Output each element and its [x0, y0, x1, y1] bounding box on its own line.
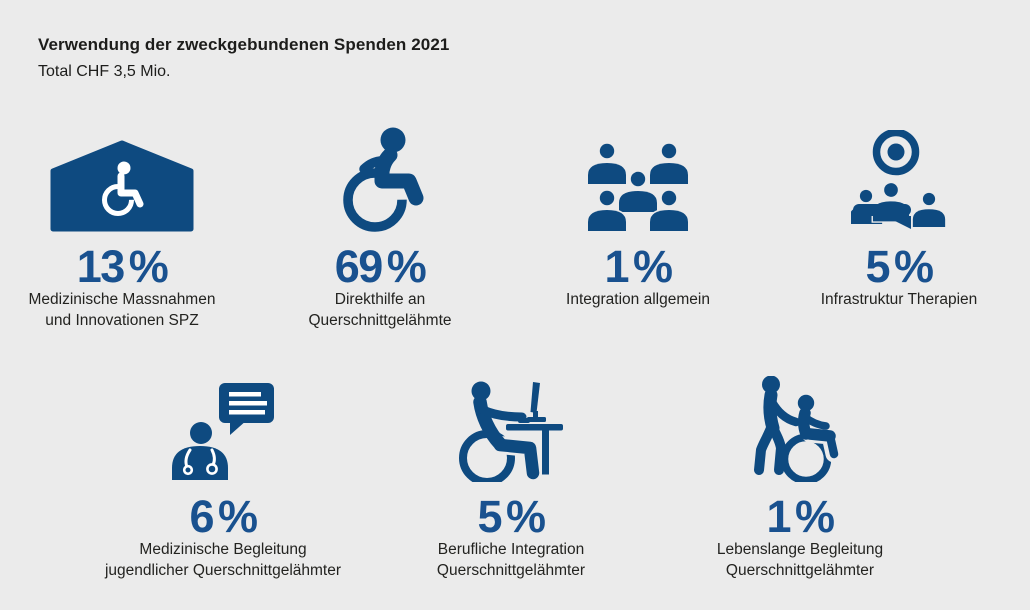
- label-line-1: Direkthilfe an: [334, 291, 426, 308]
- item-lebenslange-begleitung: 1 % Lebenslange Begleitung Querschnittge…: [670, 376, 930, 581]
- item-label: Medizinische Begleitung jugendlicher Que…: [93, 540, 353, 581]
- label-line-2: und Innovationen SPZ: [45, 311, 199, 329]
- item-label: Medizinische Massnahmen und Innovationen…: [0, 290, 252, 331]
- item-label: Lebenslange Begleitung Querschnittgelähm…: [670, 540, 930, 581]
- caregiver-wheelchair-icon: [670, 376, 930, 482]
- item-berufliche-integration: 5 % Berufliche Integration Querschnittge…: [381, 378, 641, 581]
- header: Verwendung der zweckgebundenen Spenden 2…: [38, 35, 449, 81]
- page-title: Verwendung der zweckgebundenen Spenden 2…: [38, 35, 450, 54]
- label-line-1: Integration allgemein: [566, 291, 710, 308]
- label-line-2: jugendlicher Querschnittgelähmter: [104, 561, 342, 579]
- label-line-2: Querschnittgelähmter: [436, 561, 586, 579]
- item-infrastruktur-therapien: 5 % Infrastruktur Therapien: [769, 126, 1029, 311]
- target-audience-icon: [769, 126, 1029, 232]
- page-subtitle: Total CHF 3,5 Mio.: [38, 63, 171, 80]
- percent-value: 5 %: [865, 241, 934, 292]
- label-line-1: Medizinische Massnahmen: [28, 291, 216, 308]
- label-line-1: Berufliche Integration: [437, 541, 585, 558]
- percent-value: 6 %: [189, 491, 258, 542]
- percent-value: 5 %: [477, 491, 546, 542]
- label-line-1: Infrastruktur Therapien: [820, 291, 978, 308]
- doctor-speech-bubble-icon: [93, 378, 353, 482]
- item-label: Integration allgemein: [508, 290, 768, 311]
- percent-value: 69 %: [334, 241, 427, 292]
- item-integration-allgemein: 1 % Integration allgemein: [508, 126, 768, 311]
- percent-value: 1 %: [604, 241, 673, 292]
- item-medizinische-massnahmen: 13 % Medizinische Massnahmen und Innovat…: [0, 126, 252, 331]
- percent-value: 1 %: [766, 491, 835, 542]
- people-group-icon: [508, 126, 768, 232]
- percent-value: 13 %: [76, 241, 169, 292]
- item-label: Infrastruktur Therapien: [769, 290, 1029, 311]
- label-line-1: Medizinische Begleitung: [139, 541, 307, 558]
- wheelchair-desk-work-icon: [381, 378, 641, 482]
- house-wheelchair-icon: [0, 126, 252, 232]
- item-direkthilfe: 69 % Direkthilfe an Querschnittgelähmte: [250, 126, 510, 331]
- item-label: Direkthilfe an Querschnittgelähmte: [250, 290, 510, 331]
- label-line-1: Lebenslange Begleitung: [716, 541, 884, 558]
- label-line-2: Querschnittgelähmte: [308, 311, 452, 329]
- label-line-2: Querschnittgelähmter: [725, 561, 875, 579]
- wheelchair-icon: [250, 126, 510, 232]
- item-medizinische-begleitung: 6 % Medizinische Begleitung jugendlicher…: [93, 378, 353, 581]
- item-label: Berufliche Integration Querschnittgelähm…: [381, 540, 641, 581]
